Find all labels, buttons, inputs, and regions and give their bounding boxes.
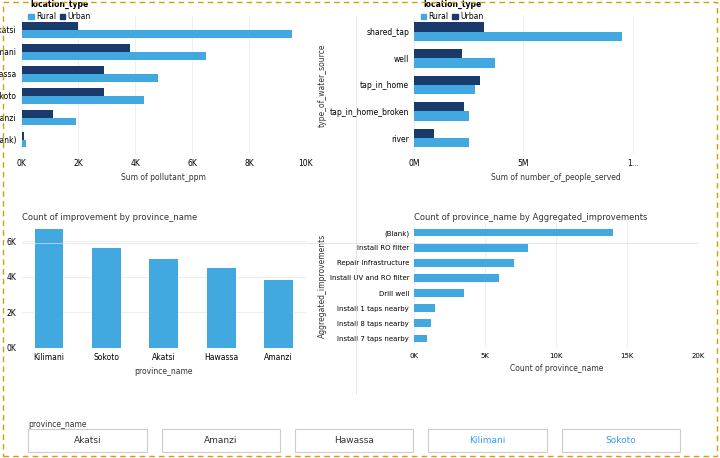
Bar <box>22 88 104 96</box>
Bar <box>35 229 63 348</box>
Bar <box>414 320 431 327</box>
Text: Count of province_name by Aggregated_improvements: Count of province_name by Aggregated_imp… <box>414 213 647 223</box>
Bar <box>414 244 528 251</box>
Text: Count of improvement by province_name: Count of improvement by province_name <box>22 213 197 223</box>
Bar <box>264 280 293 348</box>
Bar <box>22 140 26 147</box>
X-axis label: Sum of number_of_people_served: Sum of number_of_people_served <box>491 173 621 182</box>
FancyBboxPatch shape <box>562 429 680 452</box>
Text: Hawassa: Hawassa <box>334 436 374 445</box>
Bar <box>150 259 178 348</box>
Bar <box>414 58 495 67</box>
Bar <box>22 96 144 104</box>
Bar <box>207 268 235 348</box>
FancyBboxPatch shape <box>295 429 413 452</box>
Y-axis label: Count of improvement: Count of improvement <box>0 242 1 329</box>
Bar <box>414 22 484 32</box>
Bar <box>414 49 462 58</box>
Bar <box>414 289 464 297</box>
Bar <box>22 132 24 140</box>
Bar <box>22 110 53 118</box>
Bar <box>414 76 480 85</box>
Bar <box>414 102 464 111</box>
Bar <box>414 32 622 41</box>
Bar <box>22 22 78 30</box>
Bar <box>22 44 130 52</box>
X-axis label: Sum of pollutant_ppm: Sum of pollutant_ppm <box>122 173 206 182</box>
Bar <box>414 138 469 147</box>
X-axis label: Count of province_name: Count of province_name <box>510 364 603 373</box>
Text: Akatsi: Akatsi <box>73 436 102 445</box>
Bar <box>414 335 427 342</box>
Bar <box>414 229 613 236</box>
Bar <box>22 74 158 82</box>
Legend: Rural, Urban: Rural, Urban <box>418 0 487 25</box>
FancyBboxPatch shape <box>28 429 147 452</box>
Bar <box>22 66 104 74</box>
FancyBboxPatch shape <box>428 429 546 452</box>
Bar <box>414 111 469 121</box>
Text: province_name: province_name <box>28 420 87 429</box>
Y-axis label: type_of_water_source: type_of_water_source <box>318 43 327 126</box>
Bar <box>22 30 292 38</box>
Bar <box>414 274 500 282</box>
X-axis label: province_name: province_name <box>135 367 193 376</box>
Y-axis label: Aggregated_improvements: Aggregated_improvements <box>318 234 327 338</box>
Bar <box>22 52 207 60</box>
Bar <box>414 305 436 312</box>
Text: Amanzi: Amanzi <box>204 436 238 445</box>
Text: Sokoto: Sokoto <box>606 436 636 445</box>
Bar <box>92 248 121 348</box>
FancyBboxPatch shape <box>162 429 280 452</box>
Legend: Rural, Urban: Rural, Urban <box>25 0 94 25</box>
Bar <box>414 85 475 94</box>
Bar <box>22 118 76 125</box>
Text: Kilimani: Kilimani <box>469 436 505 445</box>
Bar <box>414 129 433 138</box>
Bar <box>414 259 513 267</box>
